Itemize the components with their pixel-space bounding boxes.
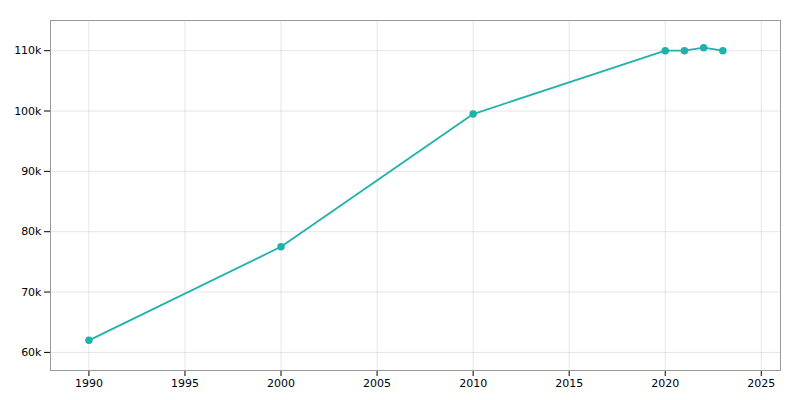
svg-text:2005: 2005 bbox=[363, 377, 391, 390]
svg-text:90k: 90k bbox=[21, 165, 42, 178]
svg-text:1995: 1995 bbox=[171, 377, 199, 390]
svg-text:2015: 2015 bbox=[555, 377, 583, 390]
svg-text:110k: 110k bbox=[14, 44, 42, 57]
svg-text:2025: 2025 bbox=[747, 377, 775, 390]
svg-text:1990: 1990 bbox=[75, 377, 103, 390]
svg-text:80k: 80k bbox=[21, 225, 42, 238]
svg-text:100k: 100k bbox=[14, 105, 42, 118]
svg-text:2000: 2000 bbox=[267, 377, 295, 390]
svg-text:2010: 2010 bbox=[459, 377, 487, 390]
svg-text:70k: 70k bbox=[21, 286, 42, 299]
svg-text:2020: 2020 bbox=[651, 377, 679, 390]
svg-text:60k: 60k bbox=[21, 346, 42, 359]
